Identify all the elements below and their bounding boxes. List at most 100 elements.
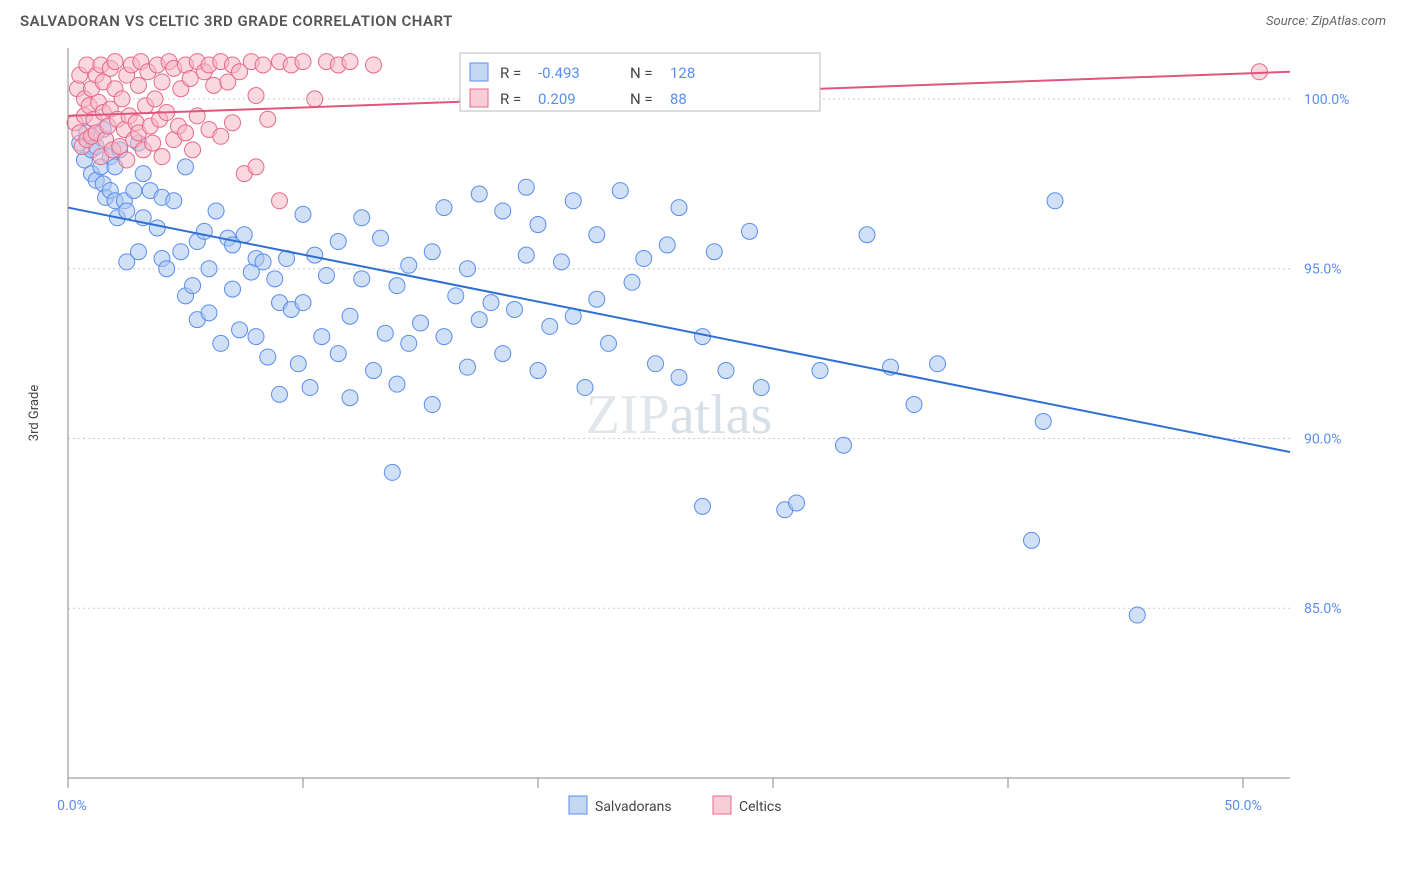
data-point [413,315,429,331]
data-point [185,278,201,294]
legend-swatch [470,89,488,107]
data-point [185,142,201,158]
data-point [131,77,147,93]
data-point [401,257,417,273]
data-point [173,244,189,260]
data-point [260,111,276,127]
data-point [366,57,382,73]
data-point [201,261,217,277]
y-tick-label: 85.0% [1304,601,1342,617]
data-point [201,305,217,321]
data-point [518,179,534,195]
x-tick-label: 50.0% [1224,798,1262,814]
data-point [742,223,758,239]
data-point [208,203,224,219]
legend-r-value: -0.493 [538,64,580,82]
legend-swatch [569,796,587,814]
legend-n-value: 88 [670,90,687,108]
data-point [295,295,311,311]
data-point [373,230,389,246]
data-point [495,346,511,362]
data-point [424,244,440,260]
data-point [159,261,175,277]
data-point [436,329,452,345]
data-point [859,227,875,243]
data-point [366,363,382,379]
legend-r-value: 0.209 [538,90,576,108]
data-point [225,281,241,297]
data-point [577,380,593,396]
data-point [145,135,161,151]
data-point [248,159,264,175]
data-point [178,125,194,141]
data-point [1024,532,1040,548]
data-point [460,261,476,277]
data-point [342,308,358,324]
data-point [272,193,288,209]
data-point [695,498,711,514]
data-point [671,369,687,385]
legend-n-label: N = [630,64,653,82]
data-point [166,193,182,209]
chart-title: SALVADORAN VS CELTIC 3RD GRADE CORRELATI… [20,12,453,30]
y-tick-label: 95.0% [1304,262,1342,278]
data-point [601,335,617,351]
data-point [114,91,130,107]
data-point [906,397,922,413]
data-point [377,325,393,341]
data-point [319,267,335,283]
data-point [260,349,276,365]
data-point [812,363,828,379]
legend-series-label: Salvadorans [595,799,672,815]
legend-r-label: R = [500,90,521,108]
x-tick-label: 0.0% [57,798,87,814]
data-point [178,159,194,175]
data-point [119,152,135,168]
data-point [135,166,151,182]
data-point [565,193,581,209]
data-point [182,71,198,87]
data-point [295,54,311,70]
data-point [589,291,605,307]
chart-header: SALVADORAN VS CELTIC 3RD GRADE CORRELATI… [0,0,1406,38]
legend-swatch [713,796,731,814]
data-point [131,244,147,260]
data-point [236,227,252,243]
data-point [507,301,523,317]
data-point [307,91,323,107]
data-point [147,91,163,107]
data-point [213,335,229,351]
data-point [753,380,769,396]
data-point [119,203,135,219]
data-point [248,329,264,345]
data-point [206,77,222,93]
data-point [789,495,805,511]
y-axis-title: 3rd Grade [27,385,42,442]
data-point [554,254,570,270]
data-point [542,318,558,334]
chart-container: ZIPatlas85.0%90.0%95.0%100.0%0.0%50.0%3r… [20,38,1386,888]
data-point [107,54,123,70]
data-point [354,210,370,226]
data-point [1129,607,1145,623]
data-point [483,295,499,311]
legend-n-label: N = [630,90,653,108]
data-point [342,390,358,406]
data-point [530,217,546,233]
data-point [612,183,628,199]
data-point [424,397,440,413]
data-point [471,312,487,328]
y-tick-label: 90.0% [1304,431,1342,447]
data-point [518,247,534,263]
data-point [255,57,271,73]
data-point [342,54,358,70]
data-point [213,128,229,144]
data-point [354,271,370,287]
source-link[interactable]: ZipAtlas.com [1311,14,1386,29]
data-point [671,200,687,216]
data-point [448,288,464,304]
data-point [272,386,288,402]
data-point [836,437,852,453]
watermark: ZIPatlas [586,384,773,446]
data-point [1047,193,1063,209]
